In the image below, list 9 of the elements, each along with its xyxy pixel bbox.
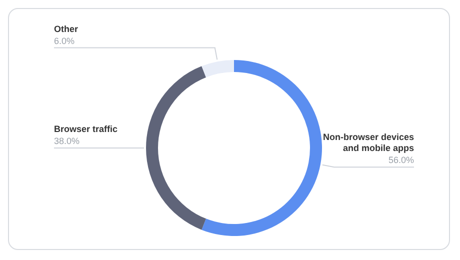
slice-label: Browser traffic xyxy=(54,124,118,134)
slice-label: Other xyxy=(54,24,78,34)
donut-slice xyxy=(202,60,234,78)
slice-label: Non-browser devices and mobile apps xyxy=(322,132,414,154)
donut-slice xyxy=(202,60,322,236)
data-label: 38.0% xyxy=(54,136,80,146)
data-label: 6.0% xyxy=(54,36,75,46)
donut-slice xyxy=(146,66,206,230)
data-label: 56.0% xyxy=(388,155,414,166)
